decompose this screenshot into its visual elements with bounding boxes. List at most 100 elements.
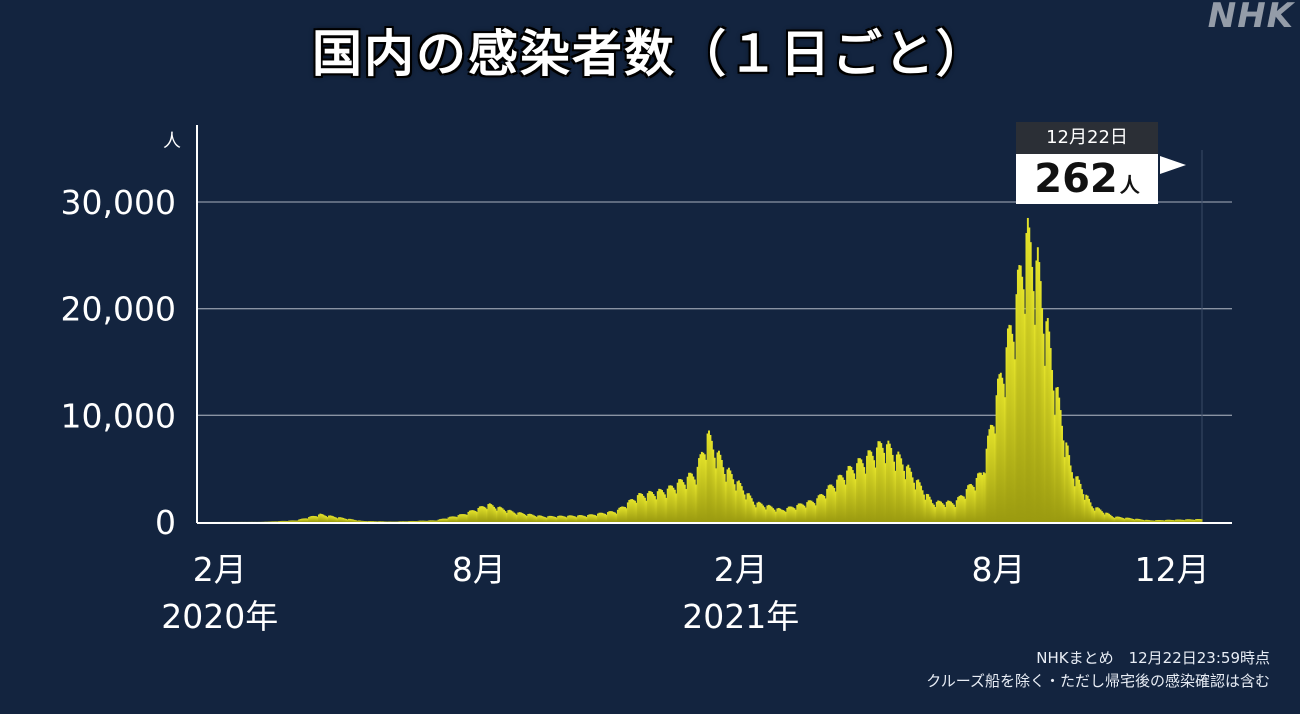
bar (907, 464, 910, 522)
bar (340, 517, 343, 522)
bar (1083, 499, 1086, 522)
bar (1002, 383, 1005, 522)
bar (1179, 519, 1182, 522)
bar (858, 458, 861, 522)
bar (1125, 517, 1128, 522)
bar (994, 433, 997, 522)
bar (773, 509, 776, 522)
bar (409, 520, 412, 522)
bar (799, 503, 802, 522)
bar (837, 475, 840, 522)
bar (547, 516, 550, 522)
bar (300, 518, 303, 522)
bar (279, 520, 282, 522)
bar (488, 503, 491, 522)
bar (1139, 519, 1142, 522)
bar (282, 520, 285, 522)
bar (335, 517, 338, 522)
bar (1115, 516, 1118, 522)
x-tick-label: 8月 (452, 550, 506, 589)
bar (437, 519, 440, 522)
axes (196, 125, 1232, 524)
bar (675, 493, 678, 522)
bar (288, 520, 291, 522)
bar (635, 502, 638, 522)
bar (1051, 370, 1054, 522)
bar (726, 469, 729, 522)
bar (1136, 518, 1139, 522)
bar (900, 458, 903, 522)
bar (984, 473, 987, 522)
bar (736, 481, 739, 522)
bar (1108, 513, 1110, 522)
bar (352, 519, 355, 522)
bar (871, 455, 874, 522)
bar (904, 479, 907, 522)
bar (285, 520, 288, 522)
bar (998, 374, 1001, 522)
bar (390, 521, 393, 522)
bar (662, 492, 665, 522)
bar (776, 508, 779, 522)
bar (1052, 390, 1055, 522)
bar (693, 479, 696, 522)
bar (841, 477, 844, 522)
bar (874, 467, 877, 522)
bar (1081, 489, 1083, 522)
bar (588, 514, 591, 522)
bar (578, 515, 581, 522)
bar (890, 447, 893, 522)
bar (833, 487, 836, 522)
bar (648, 490, 651, 522)
bar (1008, 324, 1011, 522)
bar (1068, 455, 1071, 522)
bar (626, 502, 629, 522)
bar (605, 514, 608, 522)
bar (501, 508, 504, 522)
bar (676, 482, 679, 522)
bar (772, 508, 775, 522)
bar (434, 520, 437, 522)
bar (531, 514, 534, 522)
bar (1046, 317, 1049, 522)
bar (275, 521, 278, 522)
bar (585, 517, 588, 522)
bar (1015, 294, 1018, 522)
bar (403, 521, 406, 522)
bar (504, 511, 507, 522)
bar (673, 489, 676, 522)
bar (757, 501, 760, 522)
bar (460, 514, 463, 522)
bar (379, 521, 382, 522)
bar (292, 520, 295, 522)
bar (924, 499, 927, 522)
bar (732, 479, 735, 522)
bar (938, 500, 941, 522)
bar (969, 483, 972, 522)
bar (672, 487, 675, 522)
bar (1039, 281, 1042, 522)
bar (461, 514, 464, 522)
bar (303, 518, 306, 522)
bar (700, 451, 703, 522)
bar (937, 500, 940, 522)
bar (730, 474, 733, 522)
bar (569, 515, 572, 522)
bar (782, 510, 784, 522)
bar (500, 507, 503, 522)
y-tick-label: 10,000 (61, 396, 176, 435)
bar (283, 520, 286, 522)
bar (317, 514, 320, 522)
bar (542, 516, 545, 522)
bar (494, 508, 497, 522)
bar (792, 507, 794, 522)
bar (750, 498, 753, 522)
bar (632, 499, 635, 522)
bar (651, 492, 654, 522)
bar (349, 518, 352, 522)
bar (683, 484, 686, 522)
bar (661, 490, 663, 522)
bar (709, 434, 712, 522)
chart-title: 国内の感染者数（１日ごと） (312, 25, 988, 83)
bar (639, 493, 642, 522)
